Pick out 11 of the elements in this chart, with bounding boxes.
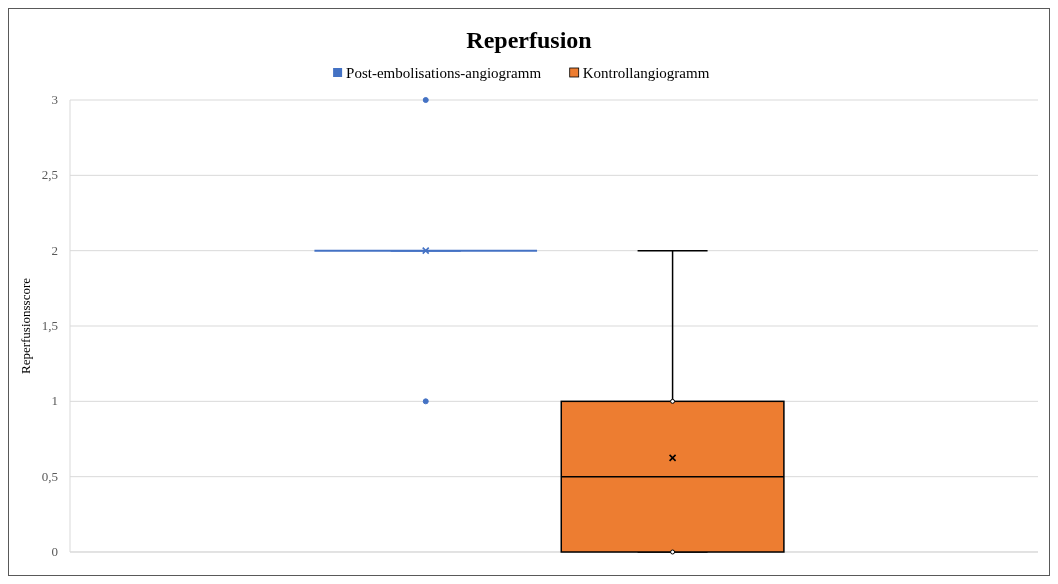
legend-label: Post-embolisations-angiogramm [346, 65, 542, 81]
y-tick-label: 3 [51, 92, 58, 107]
y-tick-label: 2,5 [41, 167, 58, 183]
y-tick-label: 2 [51, 242, 58, 258]
legend-label: Kontrollangiogramm [582, 65, 710, 81]
y-tick-label: 0,5 [41, 468, 58, 484]
y-axis-title: Reperfusionsscore [18, 277, 33, 375]
y-tick-label: 0 [51, 544, 58, 559]
y-tick-label: 1,5 [41, 318, 58, 333]
chart-title: Reperfusion [466, 27, 592, 53]
y-tick-label: 1 [51, 393, 58, 409]
